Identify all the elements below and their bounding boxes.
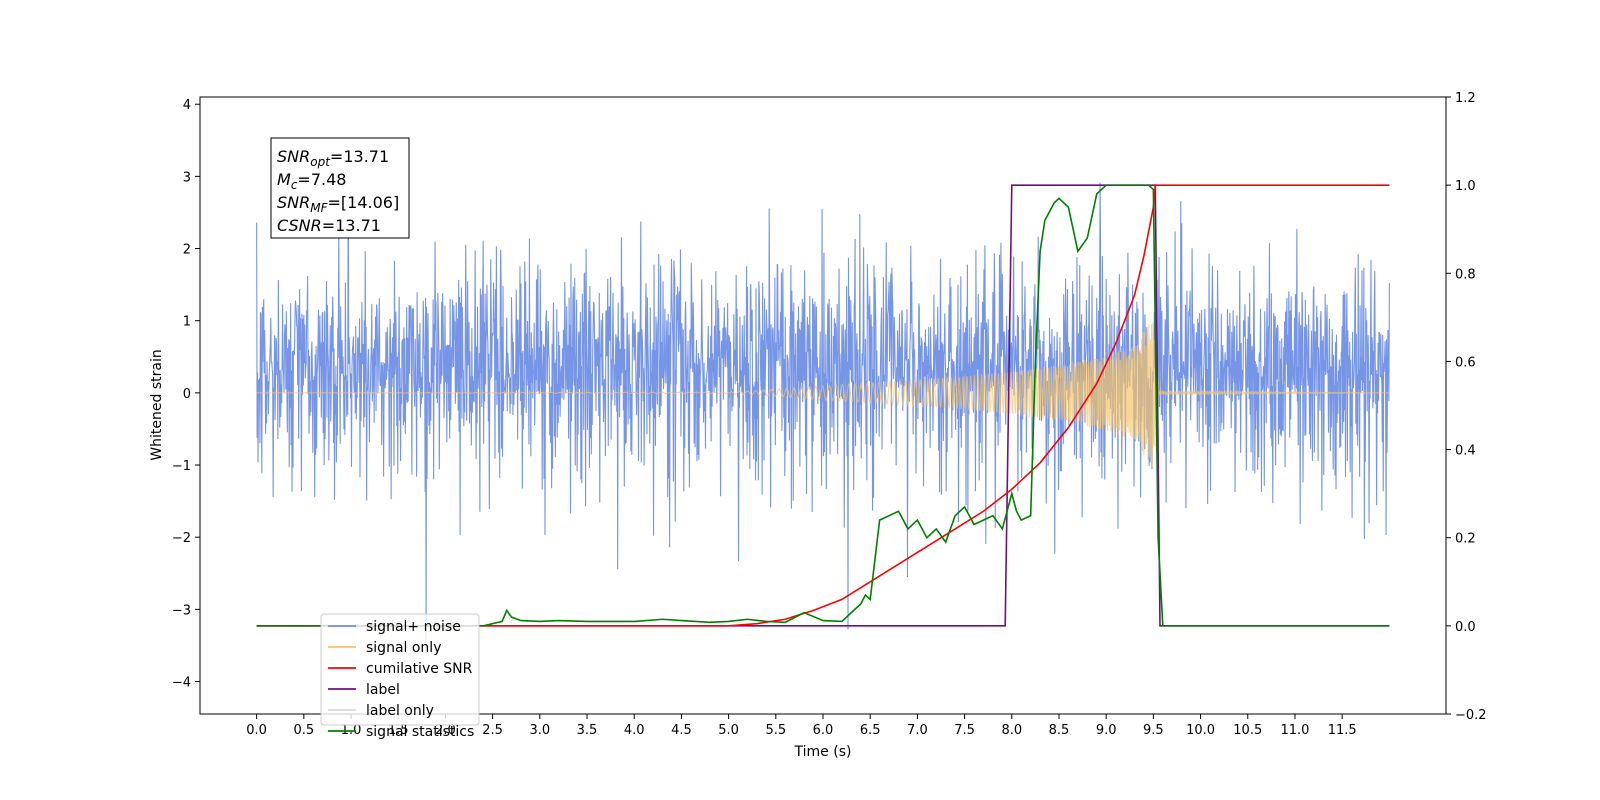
x-tick-label: 7.0 [907, 723, 928, 738]
annotation-line: Mc=7.48 [277, 170, 346, 192]
y-tick-label: −3 [172, 603, 191, 618]
x-tick-label: 3.0 [529, 723, 550, 738]
x-tick-label: 2.0 [435, 723, 456, 738]
annotation-line: SNRMF=[14.06] [277, 193, 399, 215]
legend-entry-label: signal only [366, 640, 441, 656]
legend-entry-label: cumilative SNR [366, 661, 473, 677]
annotation-line: CSNR=13.71 [277, 216, 381, 235]
y-tick-label: 0 [183, 387, 191, 402]
x-tick-label: 5.0 [718, 723, 739, 738]
x-tick-label: 11.5 [1328, 723, 1357, 738]
y-axis-label: Whitened strain [149, 349, 165, 460]
y-tick-label: −4 [172, 676, 191, 691]
y-axis-right: −0.2 0.0 0.2 0.4 0.6 0.8 1.0 1.2 [1446, 91, 1487, 723]
x-tick-label: 8.0 [1001, 723, 1022, 738]
series-cumulative-snr-line [256, 184, 1390, 627]
legend-entry-label: signal+ noise [366, 619, 461, 635]
x-tick-label: 6.5 [860, 723, 881, 738]
annotation-frame [270, 137, 410, 239]
y-tick-label: 2 [183, 243, 191, 258]
series-signal-statistics-line [256, 184, 1390, 627]
legend: signal+ noise signal only cumilative SNR la… [320, 613, 480, 740]
y2-tick-label: 1.0 [1455, 179, 1476, 194]
y2-tick-label: −0.2 [1455, 708, 1487, 723]
y-axis-left: −4 −3 −2 −1 0 1 2 3 4 [172, 98, 200, 691]
y2-tick-label: 1.2 [1455, 91, 1476, 106]
x-tick-label: 4.5 [671, 723, 692, 738]
y-tick-label: −1 [172, 459, 191, 474]
y-tick-label: −2 [172, 531, 191, 546]
x-tick-label: 4.0 [624, 723, 645, 738]
stats-annotation-box: SNRopt=13.71Mc=7.48SNRMF=[14.06]CSNR=13.… [270, 137, 410, 239]
series-layer [256, 145, 1390, 651]
x-tick-label: 10.5 [1233, 723, 1262, 738]
x-tick-label: 0.5 [293, 723, 314, 738]
legend-frame [320, 613, 480, 726]
x-tick-label: 2.5 [482, 723, 503, 738]
y2-tick-label: 0.6 [1455, 355, 1476, 370]
x-tick-label: 9.0 [1096, 723, 1117, 738]
x-tick-label: 9.5 [1143, 723, 1164, 738]
x-tick-label: 6.0 [813, 723, 834, 738]
series-signal-noise-line [256, 145, 1390, 651]
legend-entry-label: label only [366, 703, 434, 719]
x-axis: 0.0 0.5 1.0 1.5 2.0 2.5 3.0 3.5 4.0 4.5 5.0 5.5 6.0 6… [246, 714, 1357, 738]
x-tick-label: 7.5 [954, 723, 975, 738]
y-tick-label: 4 [183, 98, 191, 113]
legend-entry-label: signal statistics [366, 724, 474, 740]
legend-entry-label: label [366, 682, 400, 698]
x-tick-label: 5.5 [765, 723, 786, 738]
x-axis-label: Time (s) [794, 744, 852, 760]
y-tick-label: 3 [183, 170, 191, 185]
y2-tick-label: 0.2 [1455, 532, 1476, 547]
series-signal-only-line [256, 322, 1390, 468]
annotation-line: SNRopt=13.71 [277, 147, 389, 169]
x-tick-label: 11.0 [1280, 723, 1309, 738]
x-tick-label: 8.5 [1049, 723, 1070, 738]
y2-tick-label: 0.4 [1455, 444, 1476, 459]
x-tick-label: 1.5 [388, 723, 409, 738]
y-tick-label: 1 [183, 315, 191, 330]
x-tick-label: 10.0 [1186, 723, 1215, 738]
x-tick-label: 3.5 [577, 723, 598, 738]
y2-tick-label: 0.8 [1455, 267, 1476, 282]
y2-tick-label: 0.0 [1455, 620, 1476, 635]
x-tick-label: 0.0 [246, 723, 267, 738]
